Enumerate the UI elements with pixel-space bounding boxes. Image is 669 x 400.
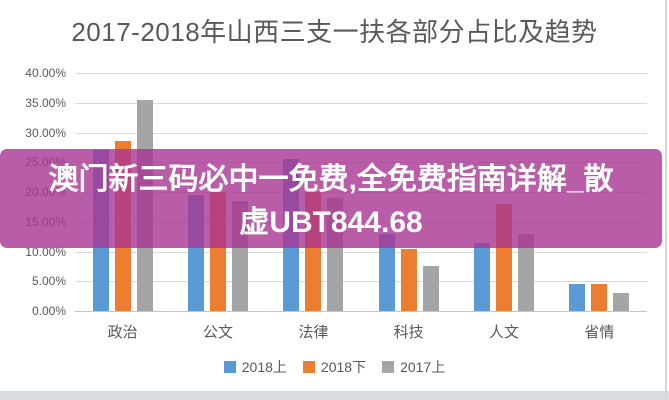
gridline-5 xyxy=(75,281,647,283)
gridline-10 xyxy=(75,251,647,253)
promo-banner-text-line2: 虚UBT844.68 xyxy=(239,206,423,239)
y-axis-tick-label: 40.00% xyxy=(25,66,66,80)
page-bottom-strip xyxy=(0,391,669,400)
x-axis-category-label: 科技 xyxy=(393,324,424,341)
page-right-border xyxy=(665,0,667,400)
legend-label: 2017上 xyxy=(400,359,446,375)
legend-item-2018上: 2018上 xyxy=(223,357,287,377)
bar-人文-2018上 xyxy=(474,242,490,311)
legend-label: 2018下 xyxy=(320,359,367,375)
gridline-30 xyxy=(75,132,647,134)
bar-科技-2017上 xyxy=(422,266,439,311)
chart-legend: 2018上 2018下 2017上 xyxy=(0,357,669,377)
promo-banner-text-line1: 澳门新三码必中一免费,全免费指南详解_散 xyxy=(48,163,614,196)
legend-item-2017上: 2017上 xyxy=(382,357,445,377)
bar-科技-2018下 xyxy=(400,248,417,311)
x-axis-category-label: 人文 xyxy=(488,324,519,341)
bar-省情-2017上 xyxy=(613,293,630,311)
promo-banner-overlay[interactable]: 澳门新三码必中一免费,全免费指南详解_散 虚UBT844.68 xyxy=(0,149,662,248)
bar-科技-2018上 xyxy=(378,233,395,311)
bar-省情-2018下 xyxy=(591,284,608,311)
x-axis-category-label: 公文 xyxy=(202,324,233,341)
y-axis-tick-label: 35.00% xyxy=(25,95,66,110)
legend-swatch-2018上 xyxy=(223,361,236,373)
x-axis-category-label: 省情 xyxy=(584,324,615,341)
legend-swatch-2018下 xyxy=(302,361,315,373)
gridline-0 xyxy=(75,311,647,312)
x-axis-category-label: 政治 xyxy=(107,324,138,341)
legend-label: 2018上 xyxy=(241,359,287,375)
gridline-35 xyxy=(75,102,647,104)
bar-人文-2017上 xyxy=(518,233,534,311)
legend-swatch-2017上 xyxy=(382,361,395,373)
bar-省情-2018上 xyxy=(569,284,586,311)
y-axis-tick-label: 0.00% xyxy=(31,304,66,318)
y-axis-tick-label: 30.00% xyxy=(25,125,66,140)
chart-title: 2017-2018年山西三支一扶各部分占比及趋势 xyxy=(71,17,598,47)
x-axis-category-label: 法律 xyxy=(298,324,329,341)
legend-item-2018下: 2018下 xyxy=(302,357,367,377)
y-axis-tick-label: 10.00% xyxy=(25,244,66,259)
y-axis-tick-label: 5.00% xyxy=(31,274,66,289)
gridline-40 xyxy=(75,73,647,74)
